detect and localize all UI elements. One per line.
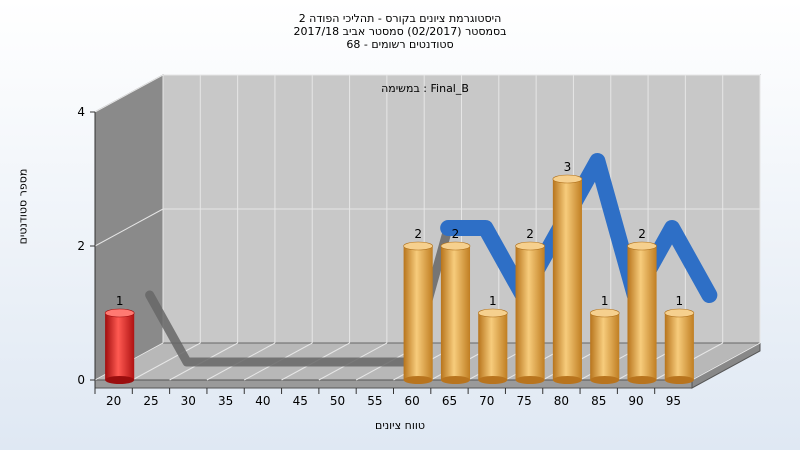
x-tick-label: 35 <box>218 394 233 408</box>
bar-top <box>589 308 620 318</box>
floor-line <box>691 342 761 381</box>
assignment-label: במשימה : Final_B <box>381 82 469 95</box>
x-tick-label: 65 <box>442 394 457 408</box>
bar-body <box>478 313 508 380</box>
gridline-h-wall <box>94 74 164 113</box>
bar-top <box>552 174 583 184</box>
y-tick-label: 4 <box>77 105 85 119</box>
floor-line <box>132 342 201 381</box>
bar-base <box>627 376 657 384</box>
bar-75: 2 <box>515 227 545 384</box>
x-tick-label: 90 <box>628 394 643 408</box>
x-tick-label: 30 <box>181 394 196 408</box>
bar-body <box>590 313 620 380</box>
bar-20: 1 <box>104 294 135 384</box>
x-tick-label: 25 <box>143 394 158 408</box>
bar-value-label: 1 <box>601 294 609 308</box>
bar-top <box>440 241 471 251</box>
x-axis-label: טווח ציונים <box>375 419 425 432</box>
bar-base <box>515 376 545 384</box>
chart-title-line-3: סטודנטים רשומים - 68 <box>346 38 454 51</box>
bar-value-label: 2 <box>638 227 646 241</box>
bar-value-label: 2 <box>526 227 534 241</box>
bar-base <box>552 376 582 384</box>
bar-90: 2 <box>627 227 657 384</box>
bar-value-label: 1 <box>676 294 684 308</box>
bar-base <box>478 376 508 384</box>
bar-base <box>440 376 471 384</box>
chart-title-line-2: בסמסטר (02/2017) סמסטר אביב 2017/18 <box>293 25 507 38</box>
bar-base <box>403 376 433 384</box>
bar-top <box>403 241 434 251</box>
x-tick-label: 20 <box>106 394 121 408</box>
bar-body <box>627 246 657 380</box>
bar-base <box>590 376 620 384</box>
y-tick-label: 2 <box>77 239 85 253</box>
chart-title-line-1: היסטוגרמת ציונים בקורס - תהליכי הפודה 2 <box>298 12 502 25</box>
bar-top <box>477 308 508 318</box>
bar-body <box>515 246 545 380</box>
x-tick-label: 50 <box>330 394 345 408</box>
bar-body <box>403 246 433 380</box>
bar-base <box>105 376 135 384</box>
bar-80: 3 <box>552 160 583 384</box>
bar-top <box>627 241 657 251</box>
x-tick-label: 55 <box>367 394 382 408</box>
x-tick-label: 45 <box>293 394 308 408</box>
bar-value-label: 1 <box>489 294 497 308</box>
bar-top <box>104 308 135 318</box>
x-tick-label: 70 <box>479 394 494 408</box>
bar-value-label: 2 <box>452 227 460 241</box>
bar-85: 1 <box>589 294 620 384</box>
bar-60: 2 <box>403 227 434 384</box>
x-tick-label: 80 <box>554 394 569 408</box>
bar-65: 2 <box>440 227 471 384</box>
x-tick-label: 60 <box>405 394 420 408</box>
x-tick-label: 75 <box>516 394 531 408</box>
bar-value-label: 2 <box>414 227 422 241</box>
bar-top <box>664 308 695 318</box>
x-tick-label: 40 <box>255 394 270 408</box>
bar-body <box>440 246 471 380</box>
bar-body <box>664 313 694 380</box>
gridline-h-wall <box>94 208 164 247</box>
bar-70: 1 <box>477 294 508 384</box>
bar-value-label: 3 <box>564 160 572 174</box>
y-axis-label: מספר סטודנטים <box>16 168 30 245</box>
y-tick-label: 0 <box>77 373 85 387</box>
bar-body <box>552 179 582 380</box>
bar-95: 1 <box>664 294 695 384</box>
bar-value-label: 1 <box>116 294 124 308</box>
bar-body <box>105 313 135 380</box>
x-tick-label: 85 <box>591 394 606 408</box>
bar-base <box>664 376 694 384</box>
x-tick-label: 95 <box>666 394 681 408</box>
bar-top <box>515 241 545 251</box>
